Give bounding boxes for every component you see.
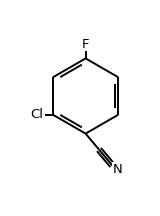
Text: F: F [82,38,89,51]
Text: N: N [112,163,122,176]
Text: Cl: Cl [31,108,44,121]
